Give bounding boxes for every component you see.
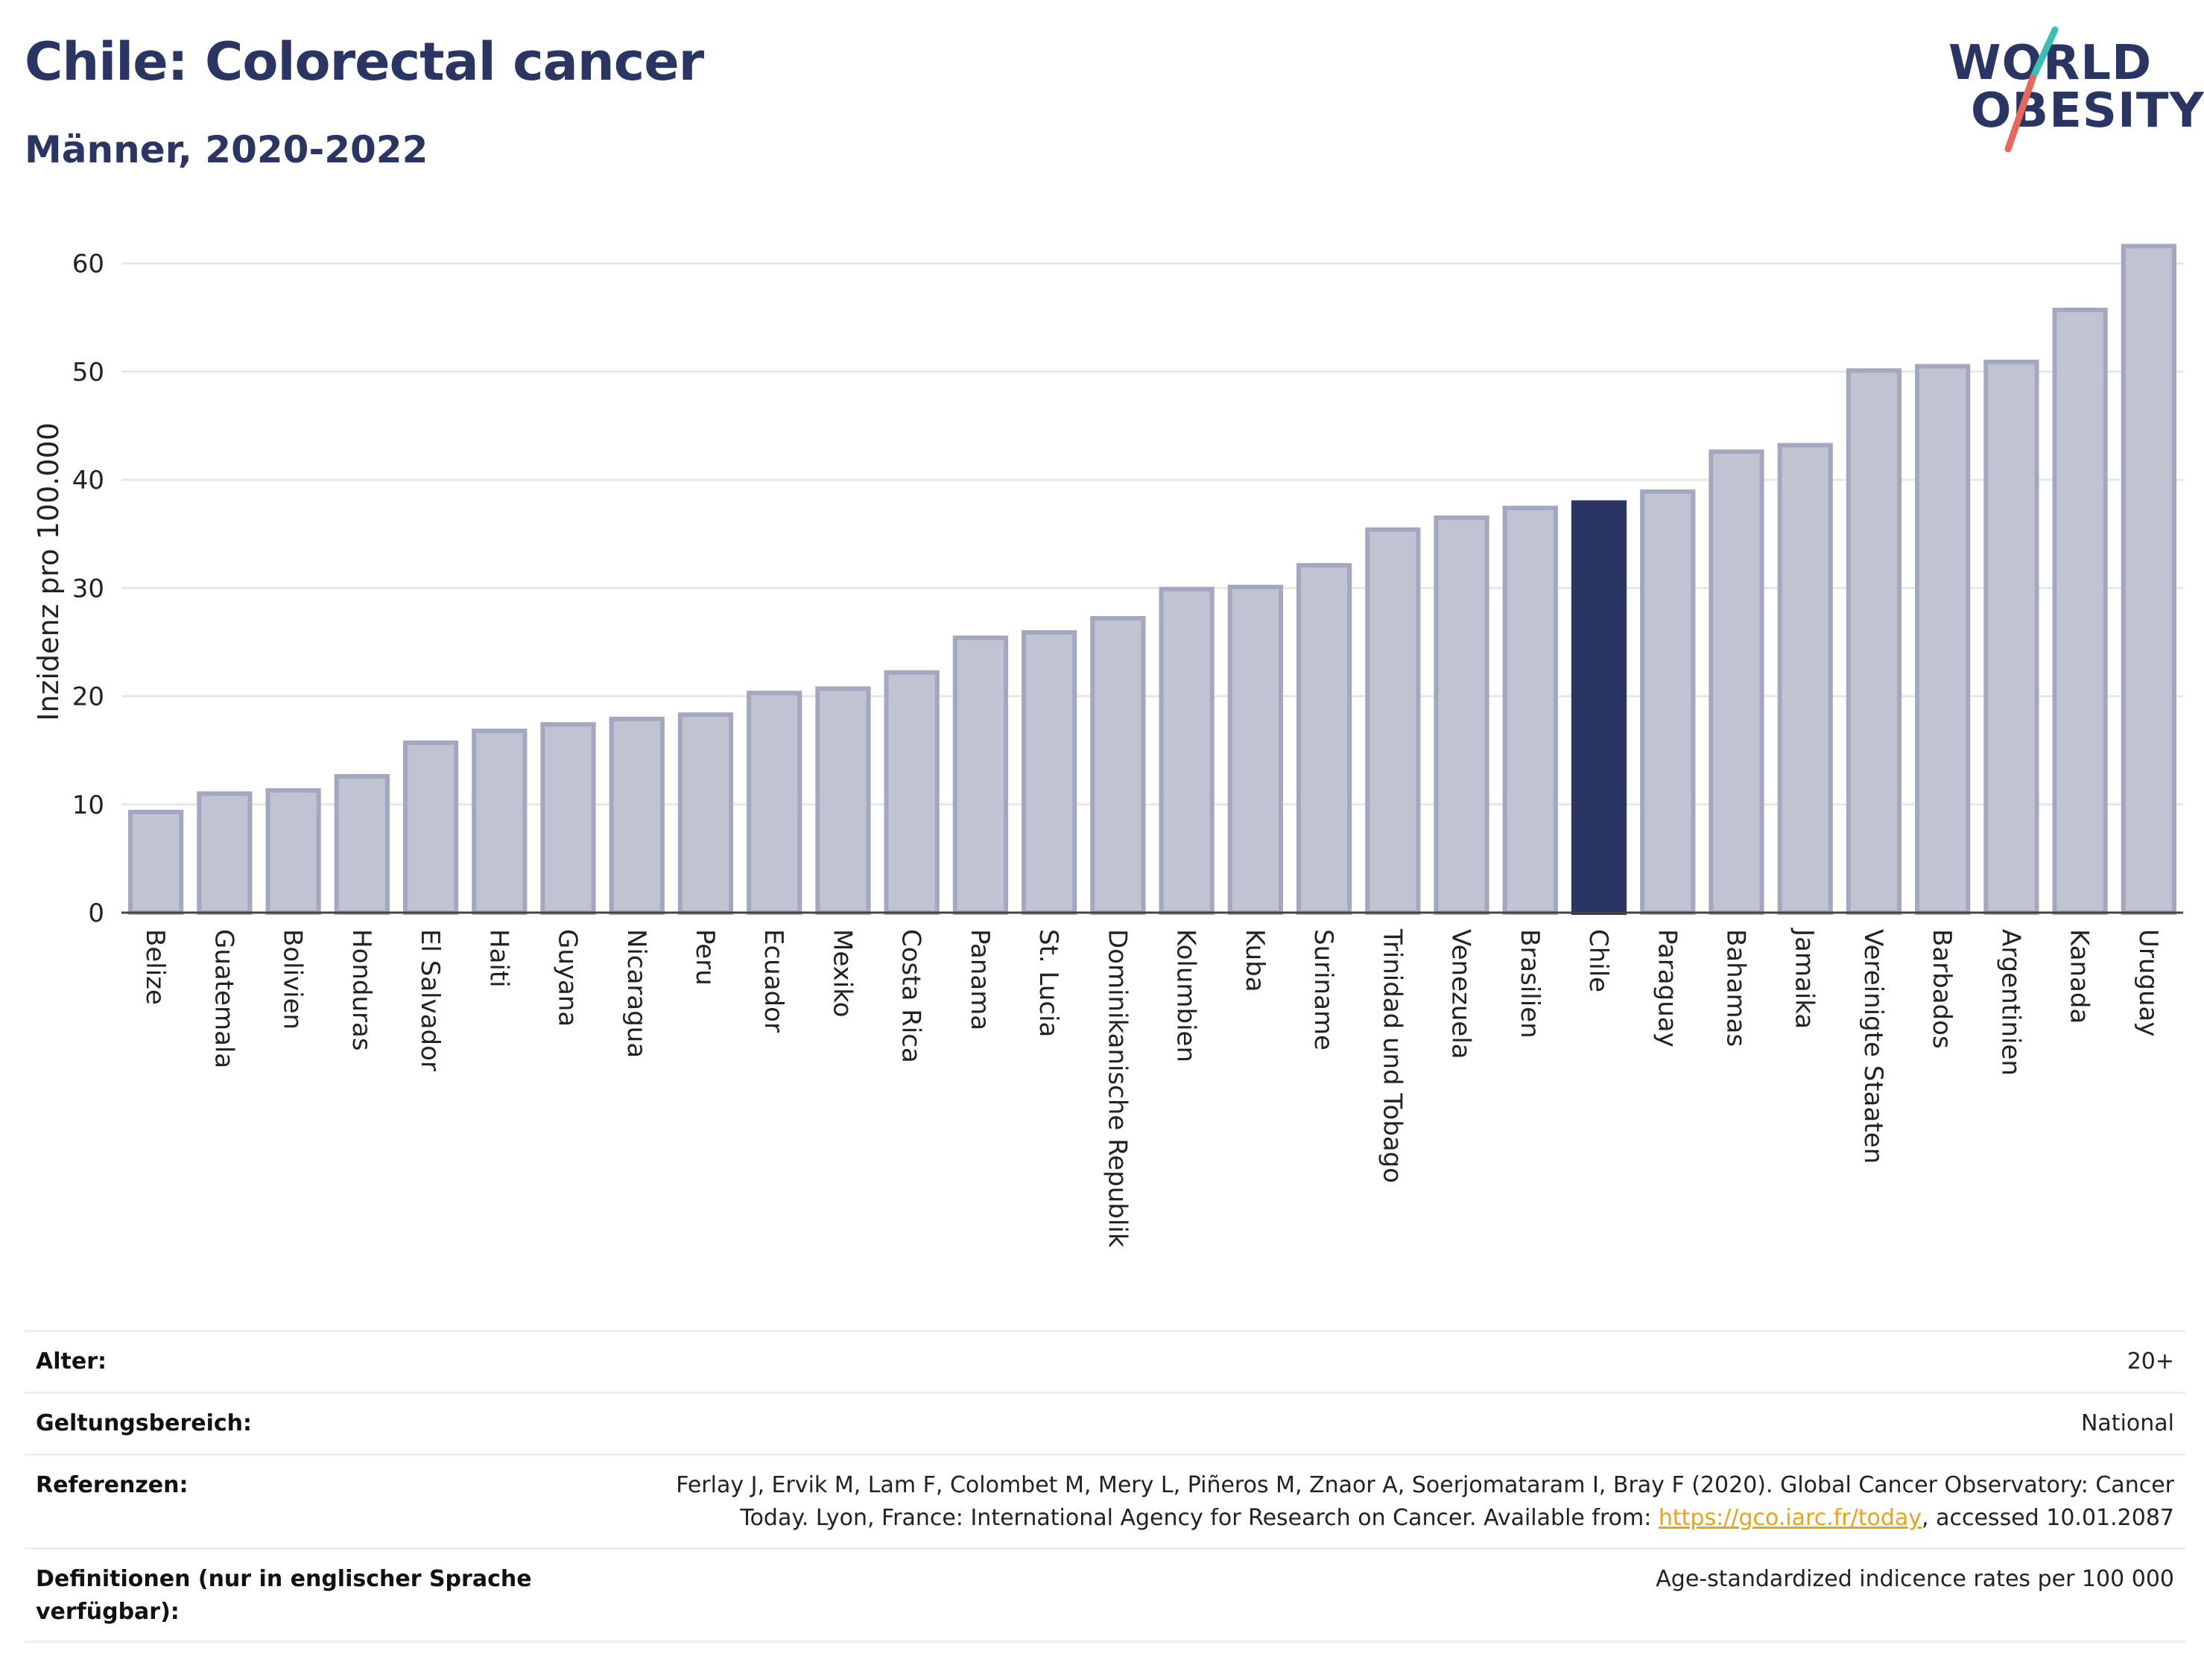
x-tick-label: Paraguay <box>1652 929 1682 1047</box>
x-tick-label: Guyana <box>553 929 583 1027</box>
x-tick-label: Nicaragua <box>621 929 651 1058</box>
info-row-references: Referenzen: Ferlay J, Ervik M, Lam F, Co… <box>25 1454 2185 1547</box>
bar <box>1090 615 1146 915</box>
info-row-age: Alter: 20+ <box>25 1330 2185 1392</box>
bar <box>609 717 665 915</box>
bar <box>265 787 321 916</box>
scope-value: National <box>2080 1410 2174 1436</box>
reference-text-2: Today. Lyon, France: International Agenc… <box>740 1505 1659 1531</box>
references-label: Referenzen: <box>36 1472 189 1498</box>
bar <box>402 740 459 915</box>
x-tick-label: Haiti <box>484 929 513 988</box>
x-tick-label: Suriname <box>1308 929 1338 1050</box>
bar <box>1434 515 1489 915</box>
x-tick-label: Kolumbien <box>1171 929 1201 1062</box>
bar <box>815 686 871 915</box>
references-value: Ferlay J, Ervik M, Lam F, Colombet M, Me… <box>535 1469 2174 1535</box>
bar <box>1915 364 1971 916</box>
bar <box>197 791 253 915</box>
bar <box>1159 586 1215 915</box>
logo-text-obesity: OBESITY <box>1971 83 2204 139</box>
x-tick-label: Uruguay <box>2133 929 2163 1037</box>
reference-text-1: Ferlay J, Ervik M, Lam F, Colombet M, Me… <box>676 1472 2174 1498</box>
definitions-label: Definitionen (nur in englischer Sprache … <box>36 1566 532 1625</box>
x-tick-label: Bahamas <box>1720 929 1750 1047</box>
definitions-value: Age-standardized indicence rates per 100… <box>1656 1566 2174 1592</box>
x-tick-label: Ecuador <box>759 929 788 1033</box>
x-tick-label: Guatemala <box>209 929 238 1068</box>
bar <box>1571 500 1627 915</box>
bar <box>1846 368 1902 916</box>
bar <box>1365 527 1421 916</box>
info-table: Alter: 20+ Geltungsbereich: National Ref… <box>25 1330 2185 1643</box>
x-tick-label: Barbados <box>1927 929 1957 1049</box>
x-tick-label: St. Lucia <box>1033 929 1063 1037</box>
age-value: 20+ <box>2127 1348 2174 1375</box>
reference-link[interactable]: https://gco.iarc.fr/today <box>1658 1505 1922 1531</box>
x-tick-label: Brasilien <box>1515 929 1545 1039</box>
bar-chart: 0 10 20 30 40 50 60 Inzidenz pro 100.000 Belize G… <box>32 244 2183 1248</box>
x-tick-label: Honduras <box>346 929 376 1051</box>
x-tick-label: Mexiko <box>827 929 857 1018</box>
y-tick-label: 10 <box>72 790 104 820</box>
x-tick-label: Dominikanische Republik <box>1102 929 1132 1248</box>
bar <box>540 722 596 915</box>
scope-label: Geltungsbereich: <box>36 1410 253 1436</box>
x-tick-label: Vereinigte Staaten <box>1858 929 1888 1164</box>
y-axis-label: Inzidenz pro 100.000 <box>32 422 65 721</box>
x-tick-label: Kanada <box>2065 929 2094 1024</box>
y-tick-label: 60 <box>72 250 104 279</box>
y-tick-label: 0 <box>88 898 104 928</box>
x-tick-label: Bolivien <box>278 929 308 1030</box>
x-tick-label: Chile <box>1583 929 1613 992</box>
bar <box>1022 630 1077 915</box>
bar <box>334 774 390 915</box>
bar <box>677 712 734 915</box>
world-obesity-logo[interactable]: WORLD OBESITY <box>1945 22 2204 156</box>
bar <box>2052 308 2108 915</box>
logo-slash-icon <box>2004 26 2059 153</box>
bar <box>1640 489 1696 915</box>
bar <box>1983 359 2039 915</box>
x-tick-label: Panama <box>965 929 995 1030</box>
bar <box>1227 584 1283 915</box>
bar <box>2121 244 2177 916</box>
x-tick-label: Trinidad und Tobago <box>1377 928 1407 1183</box>
bar <box>747 691 802 916</box>
bar <box>952 635 1009 915</box>
info-row-scope: Geltungsbereich: National <box>25 1392 2185 1454</box>
page-title: Chile: Colorectal cancer <box>25 31 704 92</box>
bar <box>884 670 940 915</box>
x-tick-label: Kuba <box>1240 929 1270 992</box>
page-subtitle: Männer, 2020-2022 <box>25 128 428 171</box>
x-tick-label: Peru <box>690 929 720 986</box>
x-tick-label: Venezuela <box>1446 929 1476 1059</box>
bar <box>1296 562 1352 915</box>
y-tick-label: 50 <box>72 358 104 387</box>
x-tick-label: Jamaika <box>1790 928 1820 1029</box>
bar <box>127 809 184 916</box>
bar <box>472 729 528 915</box>
x-tick-label: El Salvador <box>415 929 445 1071</box>
bar <box>1777 443 1833 916</box>
y-tick-label: 40 <box>72 466 104 495</box>
x-tick-label: Argentinien <box>1995 929 2025 1076</box>
age-label: Alter: <box>36 1348 107 1375</box>
bar <box>1709 449 1764 915</box>
bar <box>1502 505 1558 915</box>
x-tick-label: Costa Rica <box>896 929 926 1063</box>
x-tick-label: Belize <box>140 929 170 1005</box>
y-tick-label: 20 <box>72 682 104 712</box>
y-tick-label: 30 <box>72 574 104 603</box>
reference-text-3: , accessed 10.01.2087 <box>1922 1505 2174 1531</box>
info-row-definitions: Definitionen (nur in englischer Sprache … <box>25 1547 2185 1643</box>
